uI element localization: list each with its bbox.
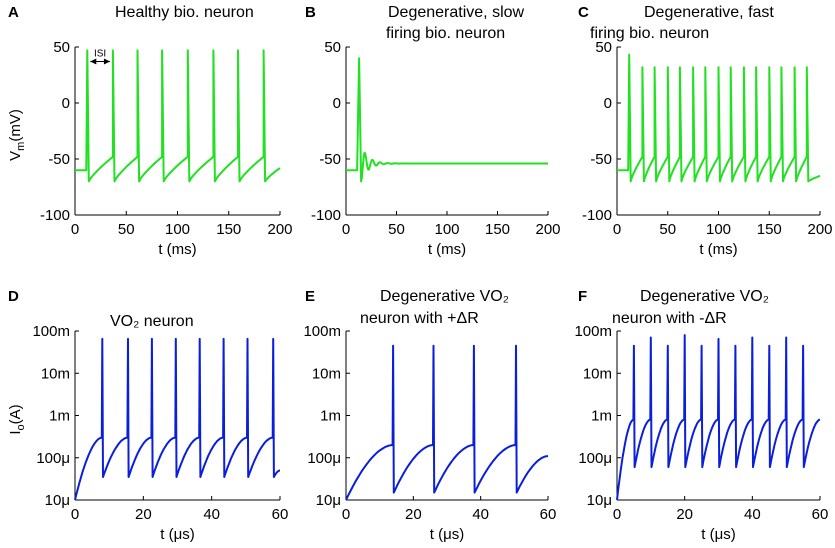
panel-letter: D [8,288,19,305]
chart-title: Degenerative VO₂ [380,288,509,305]
x-tick-label: 0 [342,221,350,238]
x-axis-label: t (μs) [430,526,464,543]
y-axis-label: Vm(mV) [7,109,27,161]
chart-title: Degenerative, slow [388,4,525,21]
x-tick-label: 60 [540,506,557,523]
chart-panel-f: F Degenerative VO₂ neuron with -ΔR 0 20 40 60 1… [574,288,828,543]
y-axis-label: Io(A) [7,404,27,434]
y-tick-label: 50 [324,39,341,56]
y-tick-label: 10μ [45,492,70,509]
x-tick-label: 20 [676,506,693,523]
chart-title: VO₂ neuron [110,313,194,330]
y-tick-label: 100m [574,323,612,340]
chart-title: neuron with -ΔR [612,310,727,327]
y-tick-label: -50 [590,151,612,168]
y-tick-label: 100m [303,323,341,340]
series-line [616,334,821,501]
chart-title: Healthy bio. neuron [115,4,254,21]
x-tick-label: 60 [812,506,829,523]
y-tick-label: 0 [604,95,612,112]
series-line [346,57,549,183]
series-line [345,344,549,501]
x-tick-label: 200 [267,221,292,238]
x-tick-label: 50 [388,221,405,238]
x-tick-label: 200 [535,221,560,238]
chart-title: firing bio. neuron [590,25,709,42]
panel-letter: B [305,4,316,21]
x-tick-label: 50 [659,221,676,238]
x-axis-label: t (ms) [158,241,196,258]
y-tick-label: -100 [582,207,612,224]
y-tick-label: 10m [312,365,341,382]
x-tick-label: 40 [472,506,489,523]
x-tick-label: 20 [135,506,152,523]
chart-panel-c: C Degenerative, fast firing bio. neuron 0 50… [578,4,833,258]
chart-panel-b: B Degenerative, slow firing bio. neuron 0 50… [305,4,561,258]
x-tick-label: 200 [807,221,832,238]
x-axis-label: t (ms) [428,241,466,258]
series-line [75,49,281,183]
chart-title: Degenerative, fast [644,4,774,21]
y-tick-label: 10μ [316,492,341,509]
panel-letter: F [578,288,587,305]
x-tick-label: 0 [613,221,621,238]
chart-title: neuron with +ΔR [360,310,479,327]
y-tick-label: 1m [320,408,341,425]
y-tick-label: -100 [311,207,341,224]
x-tick-label: 20 [405,506,422,523]
chart-panel-a: A Healthy bio. neuron 0 50 100 150 200 -100 -50 0… [7,4,293,258]
x-axis-label: t (ms) [699,241,737,258]
x-tick-label: 0 [71,221,79,238]
x-tick-label: 40 [203,506,220,523]
y-tick-label: 1m [49,408,70,425]
y-tick-label: 100μ [307,450,341,467]
series-line [617,53,821,183]
y-tick-label: -50 [319,151,341,168]
y-tick-label: 10m [41,365,70,382]
x-tick-label: 0 [613,506,621,523]
x-tick-label: 100 [434,221,459,238]
x-axis-label: t (μs) [701,526,735,543]
panel-letter: A [8,4,19,21]
chart-panel-e: E Degenerative VO₂ neuron with +ΔR 0 20 40 60 1… [303,288,556,543]
x-tick-label: 0 [342,506,350,523]
y-tick-label: 10μ [587,492,612,509]
x-tick-label: 60 [272,506,289,523]
y-tick-label: 0 [333,95,341,112]
y-tick-label: 100μ [36,450,70,467]
y-tick-label: 100m [32,323,70,340]
panel-letter: E [305,288,315,305]
y-tick-label: 10m [583,365,612,382]
isi-arrowhead-left [90,58,97,65]
series-line [74,337,281,501]
x-tick-label: 0 [71,506,79,523]
y-tick-label: 50 [595,39,612,56]
chart-title: Degenerative VO₂ [640,288,769,305]
isi-arrowhead-right [103,58,110,65]
x-tick-label: 100 [165,221,190,238]
y-tick-label: 1m [591,408,612,425]
x-axis-label: t (μs) [160,526,194,543]
x-tick-label: 50 [118,221,135,238]
y-tick-label: 0 [62,95,70,112]
x-tick-label: 150 [485,221,510,238]
chart-panel-d: D VO₂ neuron 0 20 40 60 10μ 100μ 1m 10m 100m t (μs)… [7,288,288,543]
x-tick-label: 150 [216,221,241,238]
x-tick-label: 100 [706,221,731,238]
y-tick-label: 100μ [578,450,612,467]
panel-letter: C [578,4,589,21]
y-tick-label: -50 [48,151,70,168]
y-tick-label: 50 [53,39,70,56]
isi-label: ISI [94,49,106,60]
x-tick-label: 40 [744,506,761,523]
y-tick-label: -100 [40,207,70,224]
x-tick-label: 150 [757,221,782,238]
chart-title: firing bio. neuron [386,25,505,42]
